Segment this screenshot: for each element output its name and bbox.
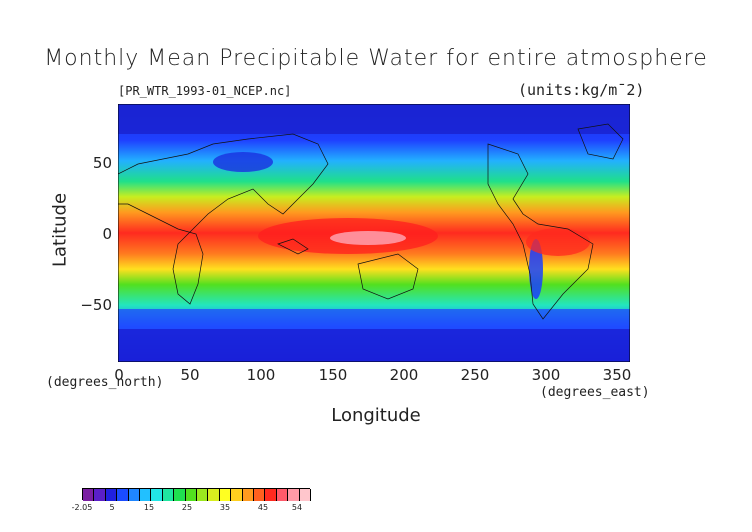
colorbar-swatch	[117, 489, 129, 501]
colorbar-label: -2.05	[71, 503, 93, 512]
y-axis-units: (degrees_north)	[46, 375, 164, 390]
amazon-wet	[526, 228, 590, 256]
arctic-band	[118, 104, 630, 134]
colorbar-swatch	[151, 489, 163, 501]
colorbar-swatch	[174, 489, 186, 501]
chart-title: Monthly Mean Precipitable Water for enti…	[44, 46, 708, 71]
colorbar-swatch	[128, 489, 140, 501]
x-tick-100: 100	[246, 366, 276, 384]
antarctic-band	[118, 329, 630, 362]
x-axis-units: (degrees_east)	[540, 385, 650, 400]
colorbar-swatch	[299, 489, 311, 501]
colorbar	[82, 488, 311, 501]
colorbar-label: 25	[181, 503, 193, 512]
colorbar-swatch	[231, 489, 243, 501]
precipitable-water-map	[118, 104, 630, 362]
colorbar-swatch	[265, 489, 277, 501]
coastlines	[118, 123, 624, 320]
units-label: (units:kg/m¯2)	[518, 81, 645, 99]
southern-band	[118, 309, 630, 329]
colorbar-label: 5	[109, 503, 115, 512]
y-tick-50: 50	[92, 154, 112, 172]
x-tick-350: 350	[602, 366, 632, 384]
colorbar-swatch	[254, 489, 266, 501]
x-tick-300: 300	[531, 366, 561, 384]
colorbar-swatch	[105, 489, 118, 501]
x-axis-label: Longitude	[331, 405, 421, 426]
x-tick-250: 250	[460, 366, 490, 384]
colorbar-swatch	[185, 489, 197, 501]
colorbar-swatch	[197, 489, 209, 501]
colorbar-swatch	[208, 489, 220, 501]
x-tick-150: 150	[318, 366, 348, 384]
tibet-dry	[213, 152, 273, 172]
x-tick-50: 50	[180, 366, 200, 384]
colorbar-swatch	[219, 489, 232, 501]
colorbar-swatch	[162, 489, 175, 501]
x-tick-200: 200	[389, 366, 419, 384]
colorbar-swatch	[242, 489, 254, 501]
warm-pool-core	[330, 231, 406, 245]
colorbar-label: 35	[219, 503, 231, 512]
colorbar-label: 45	[257, 503, 269, 512]
y-tick-minus50: −50	[80, 296, 112, 314]
colorbar-swatch	[83, 489, 95, 501]
file-label: [PR_WTR_1993-01_NCEP.nc]	[118, 84, 292, 98]
colorbar-label: 15	[143, 503, 155, 512]
colorbar-swatch	[140, 489, 152, 501]
y-tick-0: 0	[102, 225, 112, 243]
colorbar-swatch	[276, 489, 289, 501]
x-tick-0: 0	[114, 366, 124, 384]
andes-dry	[529, 239, 543, 299]
y-axis-label: Latitude	[49, 192, 71, 268]
colorbar-swatch	[94, 489, 106, 501]
colorbar-label: 54	[291, 503, 303, 512]
colorbar-swatch	[288, 489, 300, 501]
